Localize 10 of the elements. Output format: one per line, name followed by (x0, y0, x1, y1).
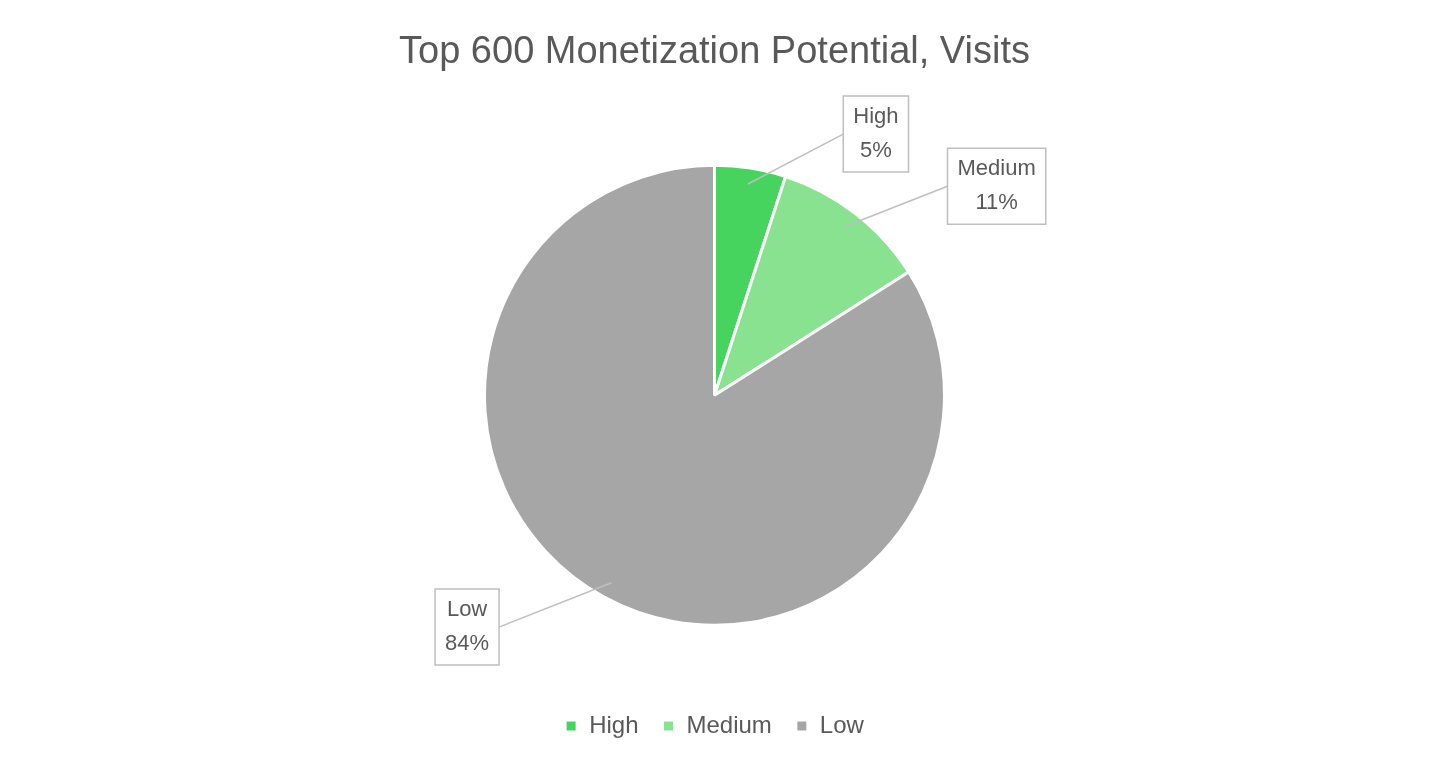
chart-title: Top 600 Monetization Potential, Visits (399, 29, 1030, 72)
legend-label: Medium (686, 710, 772, 738)
slice-label: Low (446, 596, 488, 622)
legend-label: Low (819, 710, 865, 738)
legend-label: High (589, 710, 639, 738)
data-label: 11% (975, 189, 1018, 215)
slice-label: High (853, 103, 899, 129)
data-label: 5% (859, 137, 892, 163)
slice-label: Medium (957, 155, 1036, 181)
data-label: 84% (445, 630, 490, 656)
